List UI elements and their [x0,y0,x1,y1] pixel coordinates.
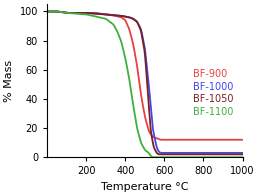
BF-1000 [80,12,83,14]
BF-1100 [216,156,219,158]
Y-axis label: % Mass: % Mass [4,60,14,102]
BF-900 [241,139,244,141]
BF-900 [120,17,124,19]
BF-1100 [237,156,240,158]
BF-1100 [46,10,49,13]
BF-1100 [152,156,155,158]
BF-1100 [241,156,244,158]
BF-900 [237,139,240,141]
BF-1050 [216,153,219,155]
BF-900 [68,12,71,14]
Line: BF-1100: BF-1100 [47,11,243,157]
X-axis label: Temperature °C: Temperature °C [101,182,189,192]
BF-1050 [80,12,83,14]
BF-900 [80,12,83,14]
BF-1100 [120,44,124,46]
BF-1050 [241,153,244,155]
BF-900 [129,33,132,35]
BF-1100 [68,12,71,14]
Legend: BF-900, BF-1000, BF-1050, BF-1100: BF-900, BF-1000, BF-1050, BF-1100 [189,65,238,121]
BF-1000 [129,17,132,19]
Line: BF-1050: BF-1050 [47,11,243,154]
BF-1100 [129,86,132,89]
BF-1000 [161,152,164,154]
BF-900 [216,139,219,141]
BF-1050 [129,17,132,19]
BF-1050 [120,15,124,17]
BF-1100 [80,13,83,15]
Line: BF-1000: BF-1000 [47,11,243,153]
BF-1050 [68,12,71,14]
BF-1000 [237,152,240,154]
BF-900 [46,10,49,13]
BF-1000 [241,152,244,154]
Line: BF-900: BF-900 [47,11,243,140]
BF-1050 [159,153,162,155]
BF-1000 [216,152,219,154]
BF-1000 [46,10,49,13]
BF-1050 [46,10,49,13]
BF-1000 [68,12,71,14]
BF-1050 [237,153,240,155]
BF-1000 [120,15,124,17]
BF-900 [161,139,164,141]
